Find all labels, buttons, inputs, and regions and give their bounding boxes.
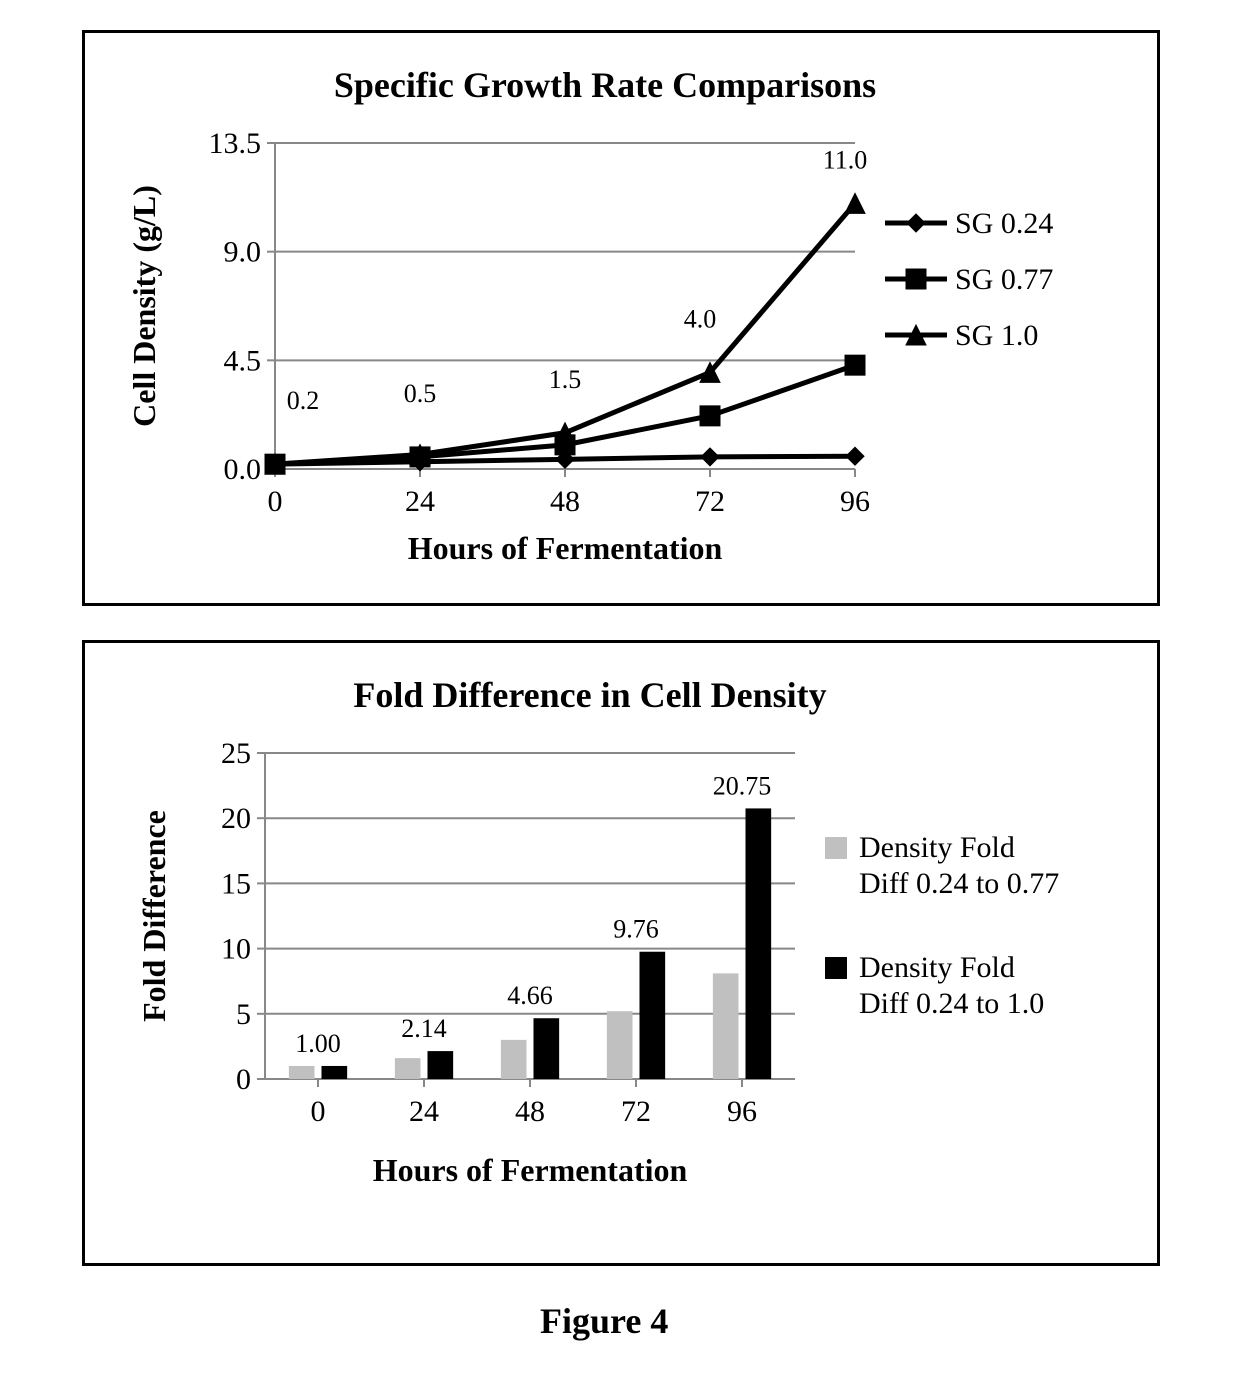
bar-chart-legend-item: Density FoldDiff 0.24 to 0.77 bbox=[825, 831, 1059, 900]
line-chart-legend-label: SG 1.0 bbox=[955, 319, 1038, 352]
bar-chart-legend-item: Density FoldDiff 0.24 to 1.0 bbox=[825, 951, 1044, 1020]
bar-chart-bar bbox=[533, 1018, 559, 1079]
bar-chart-panel: Fold Difference in Cell Density 0 5 10 15 20 2… bbox=[82, 640, 1160, 1266]
line-chart-svg: Specific Growth Rate Comparisons 0.0 4.5 9.… bbox=[85, 33, 1157, 603]
bar-chart-bar bbox=[607, 1011, 633, 1079]
line-chart-xtick: 24 bbox=[405, 485, 435, 518]
bar-chart-bar bbox=[745, 808, 771, 1079]
line-chart-marker bbox=[701, 448, 719, 466]
bar-chart-legend-label: Density Fold bbox=[859, 831, 1015, 864]
bar-chart-svg: Fold Difference in Cell Density 0 5 10 15 20 2… bbox=[85, 643, 1157, 1263]
bar-chart-bar-label: 2.14 bbox=[401, 1014, 447, 1043]
bar-chart-bar-label: 1.00 bbox=[295, 1029, 341, 1058]
bar-chart-ytick: 15 bbox=[221, 867, 251, 900]
line-chart-xtick: 48 bbox=[550, 485, 580, 518]
line-chart-xtick: 96 bbox=[840, 485, 870, 518]
line-chart-legend-item: SG 1.0 bbox=[885, 319, 1038, 352]
bar-chart-bar bbox=[395, 1058, 421, 1079]
line-chart-marker bbox=[845, 193, 865, 213]
line-chart-marker bbox=[846, 447, 864, 465]
line-chart-panel: Specific Growth Rate Comparisons 0.0 4.5 9.… bbox=[82, 30, 1160, 606]
bar-chart-xtick: 24 bbox=[409, 1095, 439, 1128]
bar-chart-legend-label: Diff 0.24 to 0.77 bbox=[859, 867, 1059, 900]
line-chart-ytick: 9.0 bbox=[224, 236, 262, 269]
bar-chart-legend-label: Diff 0.24 to 1.0 bbox=[859, 987, 1044, 1020]
bar-chart-bar bbox=[639, 952, 665, 1079]
line-chart-legend-label: SG 0.24 bbox=[955, 207, 1053, 240]
line-chart-xlabel: Hours of Fermentation bbox=[408, 530, 723, 566]
line-chart-point-label: 0.2 bbox=[287, 386, 320, 415]
line-chart-point-label: 1.5 bbox=[549, 365, 582, 394]
bar-chart-bar bbox=[289, 1066, 315, 1079]
bar-chart-bar-label: 20.75 bbox=[713, 771, 772, 800]
bar-chart-ytick: 5 bbox=[236, 998, 251, 1031]
bar-chart-ytick: 10 bbox=[221, 933, 251, 966]
bar-chart-bar bbox=[501, 1040, 527, 1079]
bar-chart-bar bbox=[321, 1066, 347, 1079]
bar-chart-title: Fold Difference in Cell Density bbox=[353, 675, 826, 715]
bar-chart-xtick: 96 bbox=[727, 1095, 757, 1128]
bar-chart-xlabel: Hours of Fermentation bbox=[373, 1152, 688, 1188]
bar-chart-bar bbox=[427, 1051, 453, 1079]
bar-chart-ytick: 0 bbox=[236, 1063, 251, 1096]
line-chart-xtick: 0 bbox=[268, 485, 283, 518]
line-chart-marker bbox=[700, 406, 720, 426]
line-chart-legend-item: SG 0.77 bbox=[885, 263, 1053, 296]
bar-chart-ytick: 20 bbox=[221, 802, 251, 835]
bar-chart-ylabel: Fold Difference bbox=[136, 810, 172, 1022]
bar-chart-xtick: 72 bbox=[621, 1095, 651, 1128]
line-chart-point-label: 0.5 bbox=[404, 379, 437, 408]
bar-chart-bar-label: 9.76 bbox=[613, 915, 659, 944]
bar-chart-xtick: 48 bbox=[515, 1095, 545, 1128]
page-root: { "figure_caption": "Figure 4", "figure_… bbox=[0, 0, 1240, 1392]
line-chart-point-label: 11.0 bbox=[823, 145, 868, 174]
line-chart-ytick: 4.5 bbox=[224, 344, 262, 377]
line-chart-xtick: 72 bbox=[695, 485, 725, 518]
line-chart-ytick: 13.5 bbox=[209, 127, 262, 160]
line-chart-title: Specific Growth Rate Comparisons bbox=[334, 65, 876, 105]
line-chart-ylabel: Cell Density (g/L) bbox=[126, 185, 162, 427]
line-chart-ytick: 0.0 bbox=[224, 453, 262, 486]
bar-chart-bar bbox=[713, 973, 739, 1079]
line-chart-legend-label: SG 0.77 bbox=[955, 263, 1053, 296]
bar-chart-legend-label: Density Fold bbox=[859, 951, 1015, 984]
bar-chart-xtick: 0 bbox=[311, 1095, 326, 1128]
line-chart-point-label: 4.0 bbox=[684, 304, 717, 333]
line-chart-marker bbox=[845, 355, 865, 375]
line-chart-legend-item: SG 0.24 bbox=[885, 207, 1053, 240]
bar-chart-ytick: 25 bbox=[221, 737, 251, 770]
figure-caption: Figure 4 bbox=[540, 1300, 668, 1342]
bar-chart-bar-label: 4.66 bbox=[507, 981, 553, 1010]
